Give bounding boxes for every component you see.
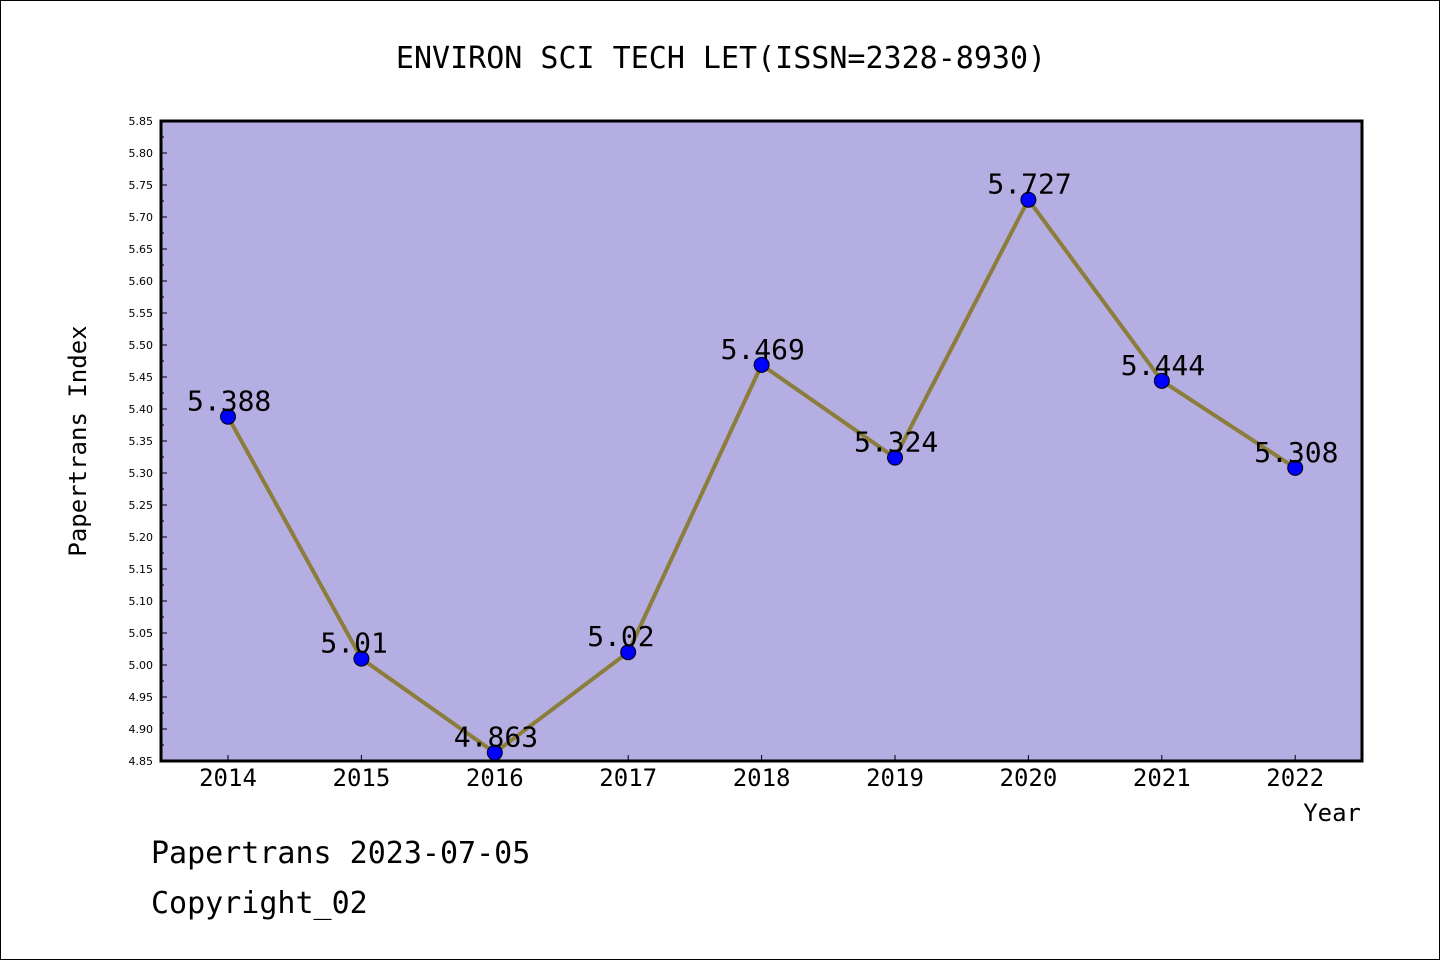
- data-label: 5.02: [587, 620, 654, 653]
- y-axis-ticks: 4.85 4.90 4.95 5.00 5.05 5.10 5.15 5.20 5.25 5.30…: [129, 115, 167, 768]
- x-tick-label: 2016: [466, 764, 524, 792]
- y-tick-label: 4.90: [129, 723, 154, 736]
- x-tick-label: 2020: [1000, 764, 1058, 792]
- x-axis-title: Year: [1303, 799, 1361, 827]
- y-tick-label: 5.10: [129, 595, 154, 608]
- data-point-marker: [753, 356, 770, 373]
- series-markers: [220, 191, 1304, 761]
- data-label: 4.863: [454, 721, 538, 754]
- y-tick-label: 5.30: [129, 467, 154, 480]
- x-tick-label: 2014: [199, 764, 257, 792]
- data-label: 5.388: [187, 385, 271, 418]
- data-point-marker: [220, 408, 236, 425]
- data-point-marker: [1287, 459, 1304, 476]
- y-tick-label: 5.35: [129, 435, 154, 448]
- y-tick-label: 5.80: [129, 147, 154, 160]
- data-labels: 5.388 5.01 4.863 5.02 5.469 5.324 5.727 5.444 5.…: [187, 168, 1338, 754]
- data-label: 5.308: [1254, 436, 1338, 469]
- data-point-marker: [1020, 191, 1037, 208]
- y-tick-label: 4.85: [129, 755, 154, 768]
- data-point-marker: [620, 644, 637, 661]
- y-tick-label: 5.45: [129, 371, 154, 384]
- x-tick-label: 2021: [1133, 764, 1191, 792]
- data-label: 5.469: [721, 333, 805, 366]
- y-tick-label: 5.70: [129, 211, 154, 224]
- y-tick-label: 5.75: [129, 179, 154, 192]
- data-label: 5.324: [854, 426, 938, 459]
- plot-area: [159, 119, 1364, 763]
- data-point-marker: [887, 449, 903, 466]
- data-label: 5.727: [987, 168, 1071, 201]
- data-label: 5.444: [1121, 349, 1205, 382]
- x-tick-label: 2017: [599, 764, 657, 792]
- data-point-marker: [1153, 372, 1170, 389]
- chart-title: ENVIRON SCI TECH LET(ISSN=2328-8930): [396, 41, 1046, 76]
- x-axis-ticks: 2014 2015 2016 2017 2018 2019 2020 2021 2022: [199, 755, 1324, 792]
- y-tick-label: 5.20: [129, 531, 154, 544]
- x-tick-label: 2015: [333, 764, 391, 792]
- x-tick-label: 2022: [1266, 764, 1324, 792]
- y-tick-label: 5.05: [129, 627, 154, 640]
- y-tick-label: 5.50: [129, 339, 154, 352]
- y-tick-label: 5.00: [129, 659, 154, 672]
- y-tick-label: 5.55: [129, 307, 154, 320]
- data-point-marker: [353, 650, 370, 667]
- footer-date: Papertrans 2023-07-05: [151, 836, 531, 871]
- y-tick-label: 5.65: [129, 243, 154, 256]
- y-tick-label: 5.40: [129, 403, 154, 416]
- y-axis-title: Papertrans Index: [64, 325, 92, 556]
- y-tick-label: 5.15: [129, 563, 154, 576]
- y-tick-label: 5.25: [129, 499, 154, 512]
- x-tick-label: 2018: [733, 764, 791, 792]
- data-point-marker: [486, 744, 503, 761]
- data-label: 5.01: [320, 627, 387, 660]
- y-tick-label: 4.95: [129, 691, 154, 704]
- y-tick-label: 5.60: [129, 275, 154, 288]
- x-tick-label: 2019: [866, 764, 924, 792]
- footer-copyright: Copyright_02: [151, 886, 368, 921]
- y-tick-label: 5.85: [129, 115, 154, 128]
